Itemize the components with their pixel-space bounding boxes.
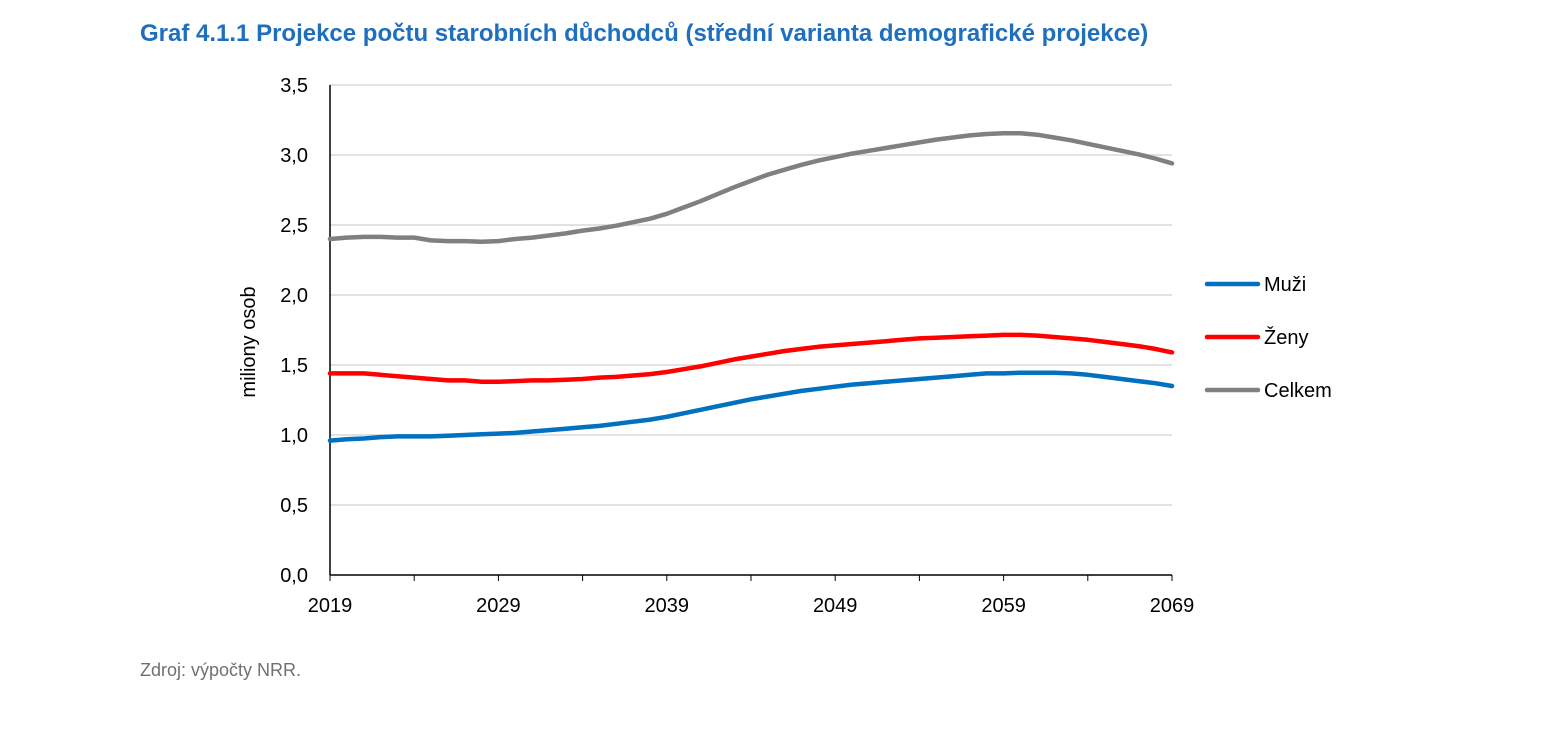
y-tick-label: 0,0 — [280, 565, 308, 587]
x-tick-label: 2059 — [981, 595, 1026, 617]
y-tick-label: 2,0 — [280, 285, 308, 307]
y-tick-label: 1,0 — [280, 425, 308, 447]
y-tick-label: 3,5 — [280, 75, 308, 97]
x-tick-label: 2039 — [645, 595, 690, 617]
series-line-muži — [327, 370, 1175, 443]
y-tick-labels: 0,0 0,5 1,0 1,5 2,0 2,5 3,0 3,5 — [280, 75, 308, 587]
series-line-celkem — [327, 131, 1175, 245]
y-tick-label: 2,5 — [280, 215, 308, 237]
x-tick-label: 2019 — [308, 595, 353, 617]
source-note: Zdroj: výpočty NRR. — [140, 660, 302, 680]
legend: Muži Ženy Celkem — [1204, 274, 1332, 402]
chart-title: Graf 4.1.1 Projekce počtu starobních důc… — [140, 20, 1149, 47]
legend-label: Celkem — [1264, 380, 1332, 402]
legend-label: Ženy — [1264, 326, 1308, 349]
y-tick-label: 3,0 — [280, 145, 308, 167]
legend-label: Muži — [1264, 274, 1306, 296]
x-tick-labels: 2019 2029 2039 2049 2059 2069 — [308, 595, 1195, 617]
x-tick-label: 2069 — [1150, 595, 1195, 617]
y-tick-label: 1,5 — [280, 355, 308, 377]
x-tick-label: 2049 — [813, 595, 858, 617]
gridlines — [330, 84, 1172, 506]
series-lines — [327, 131, 1175, 443]
y-axis-label: miliony osob — [238, 286, 260, 397]
x-tick-label: 2029 — [476, 595, 521, 617]
axes — [329, 85, 1173, 581]
y-tick-label: 0,5 — [280, 495, 308, 517]
series-line-ženy — [327, 332, 1175, 385]
